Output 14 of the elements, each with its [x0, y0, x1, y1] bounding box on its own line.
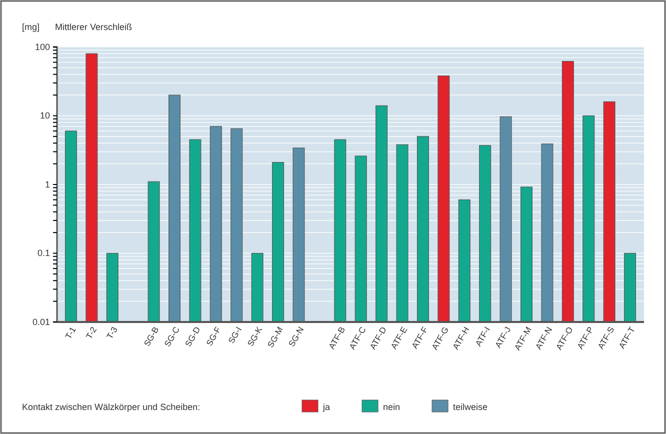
legend-label: teilweise	[453, 402, 488, 412]
x-tick-label: T-2	[84, 324, 99, 341]
y-tick-label: 1	[44, 179, 50, 190]
y-tick-label: 0.1	[37, 248, 50, 258]
legend-label: nein	[383, 402, 400, 412]
x-tick-label: T-1	[63, 324, 78, 341]
y-axis-title: [mg]	[22, 22, 40, 32]
y-tick-label: 0.01	[32, 316, 50, 327]
legend-title: Kontakt zwischen Wälzkörper und Scheiben:	[22, 402, 200, 412]
y-tick-label: 100	[34, 42, 50, 52]
legend-label: ja	[322, 402, 330, 412]
y-tick-label: 10	[40, 110, 50, 121]
x-tick-label: T-3	[104, 324, 120, 341]
chart-title: Mittlerer Verschleiß	[55, 22, 133, 32]
